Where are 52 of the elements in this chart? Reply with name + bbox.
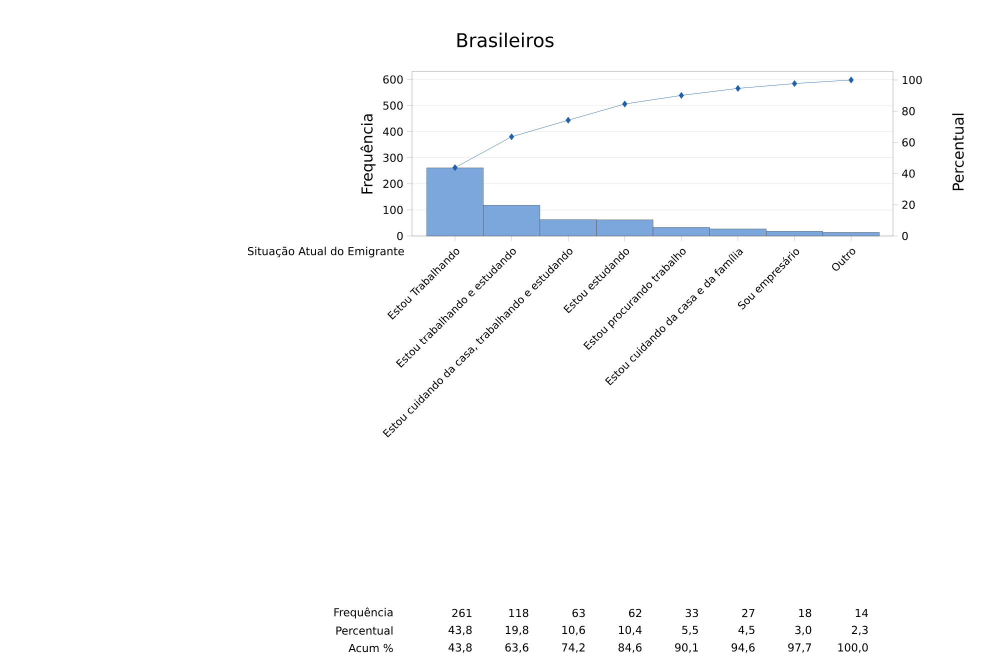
point bbox=[678, 92, 684, 99]
data-label: 94,6 bbox=[732, 643, 755, 653]
data-label: 18 bbox=[799, 608, 812, 618]
y2-tick-label: 40 bbox=[902, 169, 915, 178]
data-label: 118 bbox=[509, 608, 528, 618]
text: 10,4 bbox=[618, 626, 642, 636]
y-tick-label: 400 bbox=[383, 128, 403, 136]
data-label: 43,8 bbox=[448, 643, 472, 653]
data-label: 63 bbox=[572, 608, 585, 618]
y2-tick-label: 0 bbox=[902, 232, 908, 240]
text: 2,3 bbox=[852, 626, 868, 636]
text: Frequência bbox=[334, 607, 392, 619]
data-label: 84,6 bbox=[618, 643, 642, 653]
data-label: 90,1 bbox=[675, 643, 698, 653]
y-tick-label: 300 bbox=[383, 154, 403, 162]
y-tick-label: 600 bbox=[383, 75, 403, 84]
y-tick-label: 200 bbox=[383, 180, 403, 188]
data-label: 27 bbox=[742, 608, 754, 618]
point bbox=[848, 76, 854, 84]
y2-tick-label: 20 bbox=[902, 200, 915, 209]
y-tick-label: 100 bbox=[384, 206, 403, 214]
data-label: 14 bbox=[856, 608, 868, 618]
y-tick-label: 500 bbox=[383, 101, 403, 110]
y-axis-title: Frequência bbox=[360, 114, 376, 194]
data-label: 33 bbox=[686, 608, 698, 618]
y2-axis-title: Percentual bbox=[952, 114, 964, 190]
text: 5,5 bbox=[682, 626, 698, 636]
data-label: 62 bbox=[629, 608, 642, 618]
text: Acum % bbox=[348, 644, 393, 652]
y2-tick-label: 80 bbox=[902, 107, 915, 116]
text: Percentual bbox=[336, 626, 392, 635]
y2-tick-label: 100 bbox=[902, 76, 922, 84]
text: 19,8 bbox=[506, 626, 528, 636]
y2-tick-label: 60 bbox=[902, 138, 915, 147]
x-axis-title: Situação Atual do Emigrante bbox=[248, 246, 404, 258]
point bbox=[792, 80, 798, 87]
point bbox=[509, 133, 514, 140]
point bbox=[622, 100, 628, 108]
data-label: 74,2 bbox=[562, 643, 585, 653]
point bbox=[452, 164, 458, 172]
y-tick-label: 0 bbox=[397, 232, 403, 240]
data-label: 100,0 bbox=[838, 643, 868, 653]
text: 3,0 bbox=[795, 626, 812, 636]
text: 43,8 bbox=[448, 626, 472, 636]
text: 4,5 bbox=[738, 626, 754, 636]
data-label: 63,6 bbox=[505, 643, 528, 653]
text: 10,6 bbox=[562, 626, 585, 636]
point bbox=[566, 116, 571, 124]
point bbox=[735, 85, 741, 92]
chart-title: Brasileiros bbox=[457, 32, 554, 48]
data-label: 97,7 bbox=[788, 643, 812, 653]
data-label: 261 bbox=[452, 608, 472, 618]
